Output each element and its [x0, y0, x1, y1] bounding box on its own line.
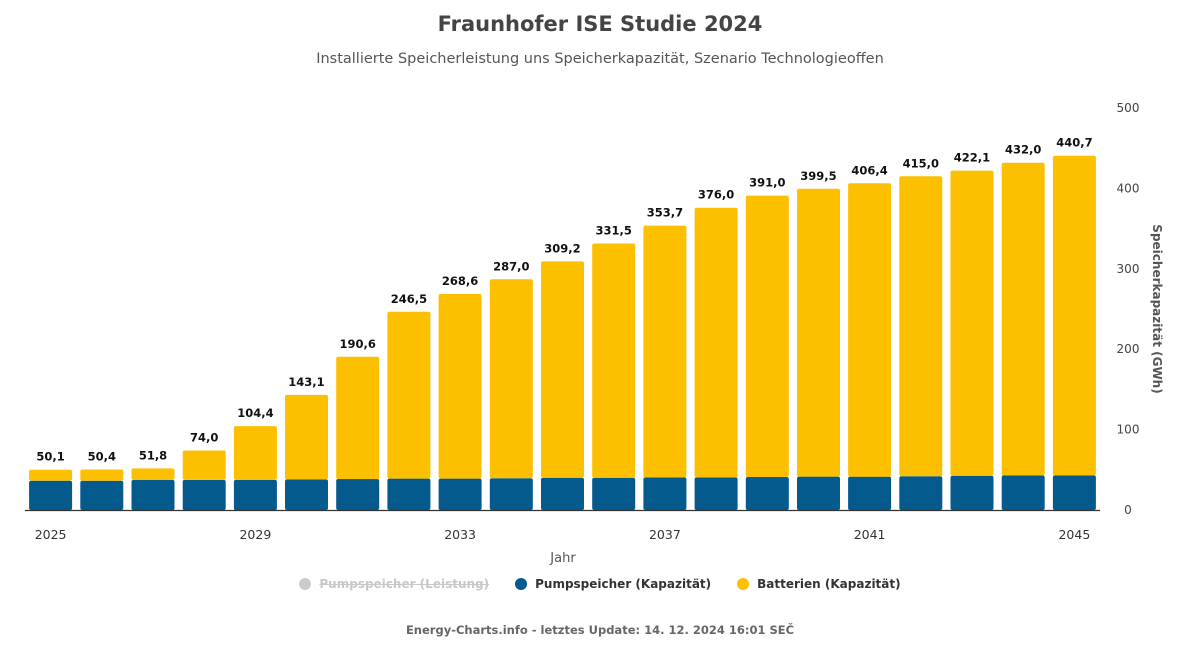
legend-label: Pumpspeicher (Leistung) — [319, 577, 490, 591]
bar-batterien-2044[interactable] — [1001, 162, 1045, 476]
bar-batterien-2037[interactable] — [643, 225, 687, 478]
legend-dot-icon — [299, 578, 312, 590]
bar-batterien-2038[interactable] — [694, 207, 738, 478]
bar-batterien-2033[interactable] — [438, 294, 482, 479]
bar-batterien-2031[interactable] — [336, 356, 380, 480]
legend-dot-icon — [737, 578, 750, 590]
total-label-2031: 190,6 — [340, 337, 376, 351]
bar-batterien-2043[interactable] — [950, 170, 994, 476]
chart-title: Fraunhofer ISE Studie 2024 — [437, 12, 763, 36]
bar-pumpspeicher-2036[interactable] — [592, 477, 636, 510]
total-label-2045: 440,7 — [1056, 136, 1092, 150]
x-tick-2041: 2041 — [854, 527, 886, 542]
total-label-2032: 246,5 — [391, 292, 427, 306]
x-axis-title: Jahr — [549, 551, 576, 566]
bar-pumpspeicher-2043[interactable] — [950, 475, 994, 510]
total-labels-group: 50,1 50,4 51,8 74,0 104,4 143,1 190,6 246,5 268,… — [36, 136, 1092, 464]
x-tick-2037: 2037 — [649, 527, 681, 542]
total-label-2042: 415,0 — [903, 156, 939, 170]
bar-pumpspeicher-2034[interactable] — [489, 478, 533, 510]
total-label-2030: 143,1 — [288, 375, 324, 389]
legend-label: Pumpspeicher (Kapazität) — [535, 577, 712, 591]
total-label-2043: 422,1 — [954, 151, 990, 165]
bar-pumpspeicher-2035[interactable] — [541, 477, 584, 510]
bar-batterien-2028[interactable] — [182, 450, 226, 480]
x-tick-2033: 2033 — [444, 527, 476, 542]
bar-pumpspeicher-2029[interactable] — [233, 479, 277, 511]
bar-pumpspeicher-2028[interactable] — [182, 479, 226, 511]
y-tick-400: 400 — [1117, 181, 1140, 195]
y-tick-200: 200 — [1117, 342, 1140, 356]
total-label-2037: 353,7 — [647, 206, 683, 220]
total-label-2044: 432,0 — [1005, 143, 1041, 157]
total-label-2025: 50,1 — [36, 450, 64, 464]
bar-batterien-2039[interactable] — [745, 195, 789, 477]
legend-item-batterien-kapazitaet[interactable]: Batterien (Kapazität) — [737, 577, 901, 591]
legend-item-pumpspeicher-leistung[interactable]: Pumpspeicher (Leistung) — [299, 577, 489, 591]
bar-batterien-2029[interactable] — [233, 426, 277, 480]
bar-batterien-2026[interactable] — [80, 469, 124, 481]
footer-credit: Energy-Charts.info - letztes Update: 14.… — [405, 623, 795, 637]
bar-pumpspeicher-2038[interactable] — [694, 477, 738, 510]
y-tick-500: 500 — [1117, 101, 1140, 115]
total-label-2038: 376,0 — [698, 188, 734, 202]
legend-label: Batterien (Kapazität) — [757, 577, 901, 591]
bar-pumpspeicher-2040[interactable] — [797, 476, 840, 510]
bar-batterien-2030[interactable] — [285, 394, 328, 480]
bar-batterien-2035[interactable] — [541, 261, 584, 478]
legend-dot-icon — [515, 578, 528, 590]
bar-pumpspeicher-2032[interactable] — [387, 478, 431, 510]
bar-pumpspeicher-2025[interactable] — [29, 480, 73, 510]
bar-batterien-2034[interactable] — [489, 279, 533, 479]
bar-batterien-2045[interactable] — [1052, 155, 1096, 476]
y-tick-labels: 0 100 200 300 400 500 — [1117, 101, 1140, 517]
total-label-2026: 50,4 — [88, 450, 116, 464]
bar-pumpspeicher-2042[interactable] — [899, 476, 943, 510]
total-label-2029: 104,4 — [237, 406, 273, 420]
bar-batterien-2041[interactable] — [848, 183, 892, 477]
bar-batterien-2032[interactable] — [387, 311, 431, 479]
bar-pumpspeicher-2041[interactable] — [848, 476, 892, 510]
bar-pumpspeicher-2027[interactable] — [131, 479, 175, 511]
legend-item-pumpspeicher-kapazitaet[interactable]: Pumpspeicher (Kapazität) — [515, 577, 711, 591]
bar-batterien-2042[interactable] — [899, 176, 943, 477]
bar-pumpspeicher-2030[interactable] — [285, 479, 328, 510]
bar-pumpspeicher-2033[interactable] — [438, 478, 482, 510]
bar-batterien-2040[interactable] — [797, 188, 840, 477]
y-axis-title: Speicherkapazität (GWh) — [1150, 224, 1164, 393]
total-label-2039: 391,0 — [749, 176, 785, 190]
total-label-2033: 268,6 — [442, 274, 478, 288]
x-tick-labels: 2025 2029 2033 2037 2041 2045 — [35, 527, 1091, 542]
total-label-2041: 406,4 — [851, 163, 887, 177]
bar-pumpspeicher-2026[interactable] — [80, 480, 124, 510]
bar-pumpspeicher-2039[interactable] — [745, 477, 789, 510]
x-tick-2029: 2029 — [239, 527, 271, 542]
bars-group — [29, 155, 1096, 511]
total-label-2028: 74,0 — [190, 431, 218, 445]
bar-pumpspeicher-2044[interactable] — [1001, 475, 1045, 510]
y-tick-0: 0 — [1124, 503, 1132, 517]
bar-batterien-2027[interactable] — [131, 468, 175, 480]
bar-batterien-2036[interactable] — [592, 243, 636, 478]
y-tick-100: 100 — [1117, 423, 1140, 437]
bar-pumpspeicher-2031[interactable] — [336, 479, 380, 510]
total-label-2040: 399,5 — [800, 169, 836, 183]
total-label-2035: 309,2 — [544, 241, 580, 255]
bar-batterien-2025[interactable] — [29, 469, 73, 481]
bar-pumpspeicher-2045[interactable] — [1052, 475, 1096, 510]
total-label-2034: 287,0 — [493, 259, 529, 273]
total-label-2027: 51,8 — [139, 448, 167, 462]
total-label-2036: 331,5 — [596, 224, 632, 238]
x-tick-2045: 2045 — [1058, 527, 1090, 542]
y-tick-300: 300 — [1117, 262, 1140, 276]
chart-subtitle: Installierte Speicherleistung uns Speich… — [316, 51, 884, 67]
legend: Pumpspeicher (Leistung) Pumpspeicher (Ka… — [0, 577, 1200, 591]
bar-pumpspeicher-2037[interactable] — [643, 477, 687, 510]
x-tick-2025: 2025 — [35, 527, 67, 542]
